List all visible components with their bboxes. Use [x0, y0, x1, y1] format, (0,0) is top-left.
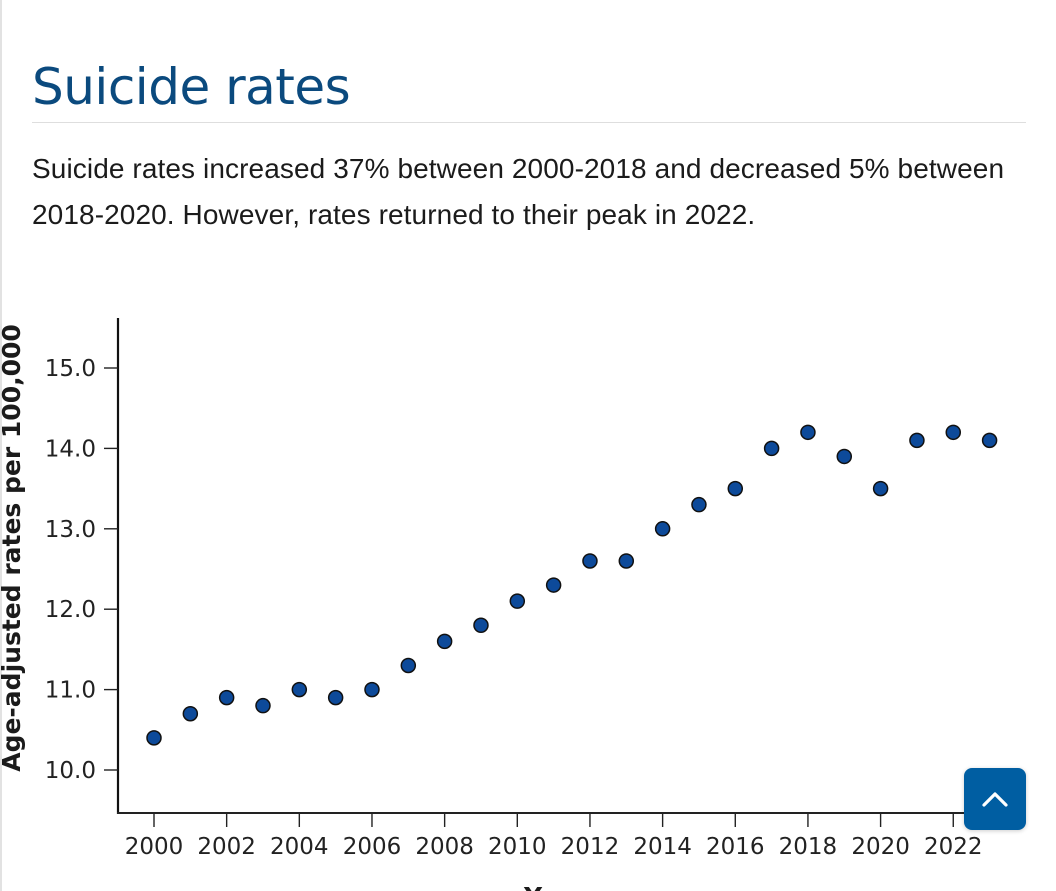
intro-paragraph: Suicide rates increased 37% between 2000…	[32, 153, 1005, 230]
data-point	[218, 689, 235, 706]
data-point	[400, 657, 417, 674]
data-point	[836, 448, 853, 465]
y-tick-label: 13.0	[45, 517, 96, 543]
x-tick-label: 2022	[924, 834, 983, 860]
data-point	[255, 697, 271, 714]
x-tick-label: 2010	[488, 834, 547, 860]
data-point	[509, 593, 526, 609]
data-point	[909, 432, 925, 449]
x-tick-label: 2016	[706, 834, 765, 860]
chart-axes	[116, 318, 1026, 814]
x-tick-label: 2018	[779, 834, 838, 860]
x-tick-label: 2012	[561, 834, 620, 860]
chevron-up-icon	[982, 792, 1008, 807]
x-tick-label: 2004	[270, 834, 329, 860]
x-tick-label: 2020	[851, 834, 910, 860]
data-point	[582, 553, 598, 569]
data-point	[800, 424, 816, 441]
x-axis-ticks: 2000 2002 2004 2006 2008 2010 2012 2014 2016 2018…	[125, 813, 983, 860]
data-point	[981, 432, 998, 449]
data-point	[545, 577, 562, 593]
page-title: Suicide rates	[32, 58, 351, 116]
data-point	[327, 689, 344, 706]
data-point	[473, 617, 489, 634]
y-tick-label: 11.0	[45, 678, 96, 704]
y-tick-label: 12.0	[45, 597, 96, 623]
y-tick-label: 15.0	[45, 356, 96, 382]
data-point	[182, 705, 199, 722]
y-tick-label: 14.0	[45, 436, 96, 462]
data-point	[364, 681, 380, 698]
data-point	[654, 521, 671, 537]
x-tick-label: 2000	[125, 834, 184, 860]
data-points	[146, 424, 998, 746]
y-axis-ticks: 10.0 11.0 12.0 13.0 14.0 15.0	[45, 356, 118, 784]
y-axis-title: Age-adjusted rates per 100,000	[0, 324, 26, 772]
data-point	[763, 440, 780, 457]
data-point	[691, 496, 707, 513]
y-tick-label: 10.0	[45, 758, 96, 784]
page-left-border	[0, 0, 2, 891]
x-tick-label: 2014	[633, 834, 692, 860]
data-point	[146, 730, 162, 746]
data-point	[872, 480, 889, 497]
title-divider	[32, 122, 1026, 123]
x-tick-label: 2002	[197, 834, 256, 860]
data-point	[727, 480, 744, 497]
data-point	[436, 633, 453, 650]
back-to-top-button[interactable]	[964, 768, 1026, 830]
x-tick-label: 2008	[415, 834, 474, 860]
data-point	[945, 424, 962, 441]
data-point	[618, 553, 635, 569]
data-point	[291, 681, 308, 698]
x-axis-title: Year	[523, 882, 587, 891]
x-tick-label: 2006	[343, 834, 402, 860]
